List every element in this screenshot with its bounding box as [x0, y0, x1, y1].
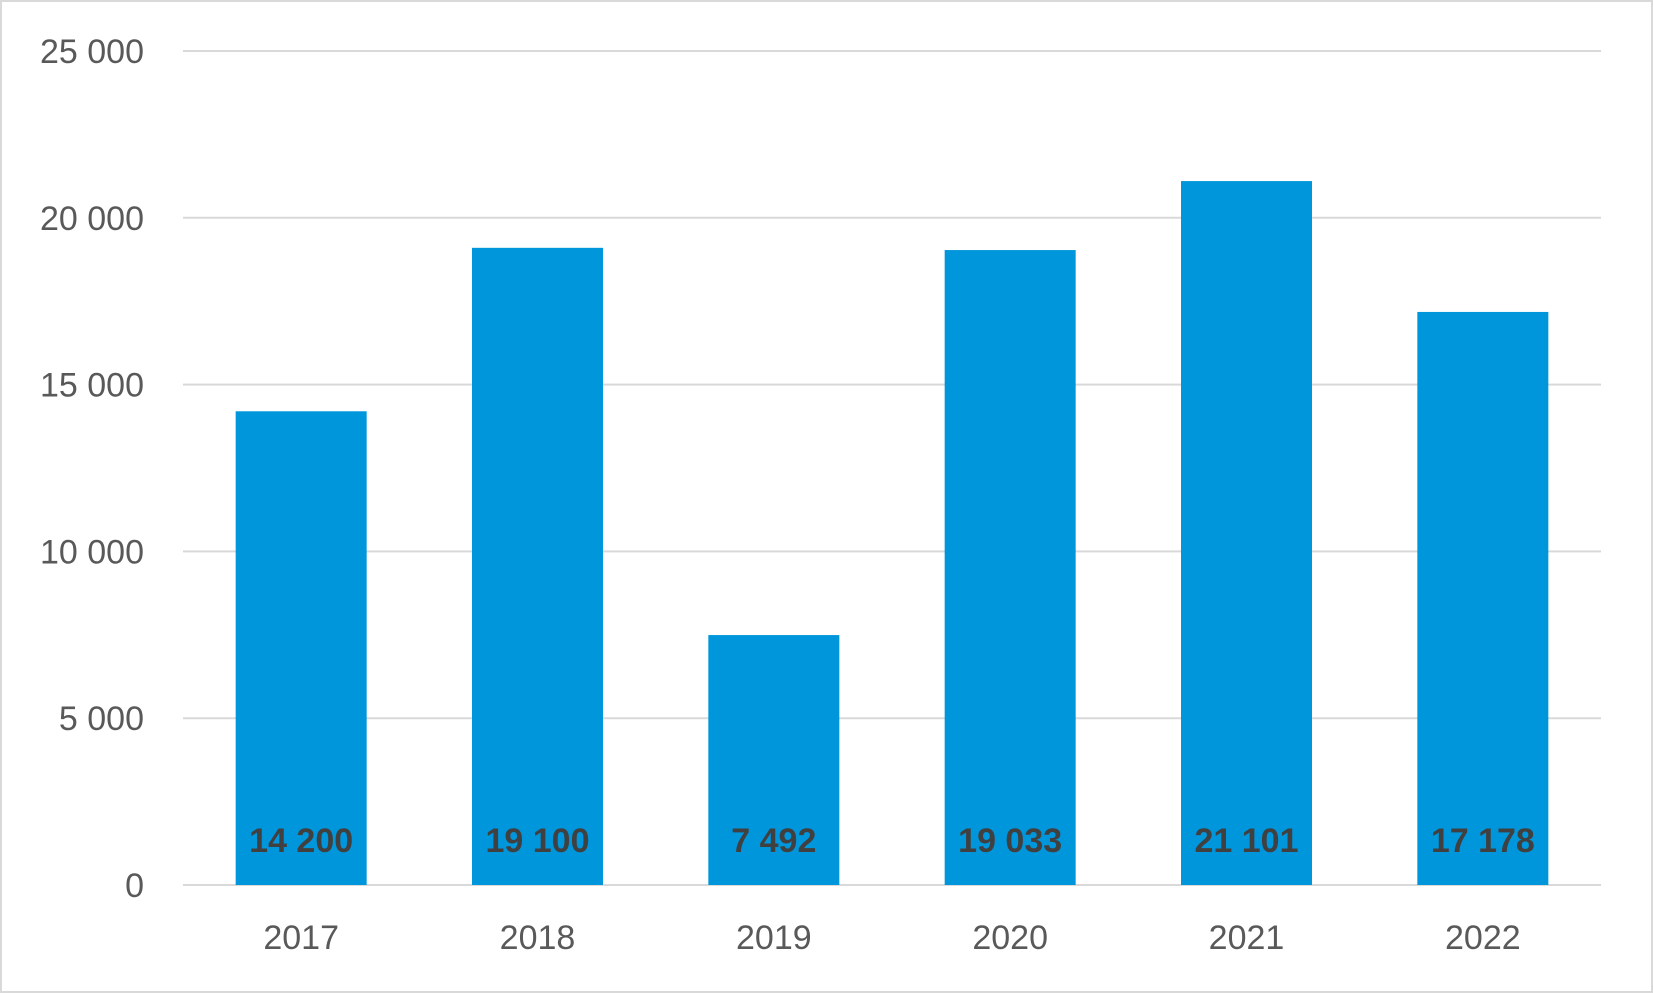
y-tick-label: 25 000 [40, 33, 144, 71]
data-label-2017: 14 200 [249, 822, 353, 860]
data-label-2018: 19 100 [486, 822, 590, 860]
data-label-2020: 19 033 [958, 822, 1062, 860]
bars [235, 181, 1549, 886]
bar-2020 [944, 250, 1076, 886]
x-tick-label-2018: 2018 [500, 919, 576, 957]
bar-2019 [708, 635, 840, 885]
x-tick-label-2021: 2021 [1209, 919, 1285, 957]
bar-2021 [1181, 181, 1312, 886]
data-label-2022: 17 178 [1431, 822, 1535, 860]
y-axis-ticks: 0 5 000 10 000 15 000 20 000 25 000 [40, 33, 144, 905]
x-axis-ticks: 2017 2018 2019 2020 2021 2022 [263, 919, 1520, 957]
x-tick-label-2022: 2022 [1445, 919, 1521, 957]
data-label-2021: 21 101 [1195, 822, 1299, 860]
x-tick-label-2019: 2019 [736, 919, 812, 957]
bar-2018 [472, 247, 603, 886]
bar-2022 [1417, 311, 1549, 886]
y-tick-label: 5 000 [59, 700, 144, 738]
x-tick-label-2020: 2020 [972, 919, 1048, 957]
bar-2017 [235, 411, 367, 885]
y-tick-label: 20 000 [40, 200, 144, 238]
x-tick-label-2017: 2017 [263, 919, 339, 957]
y-tick-label: 10 000 [40, 533, 144, 571]
data-labels: 14 200 19 100 7 492 19 033 21 101 17 178 [249, 822, 1535, 860]
gridlines [183, 50, 1601, 886]
y-tick-label: 0 [125, 867, 144, 905]
y-tick-label: 15 000 [40, 367, 144, 405]
data-label-2019: 7 492 [731, 822, 816, 860]
